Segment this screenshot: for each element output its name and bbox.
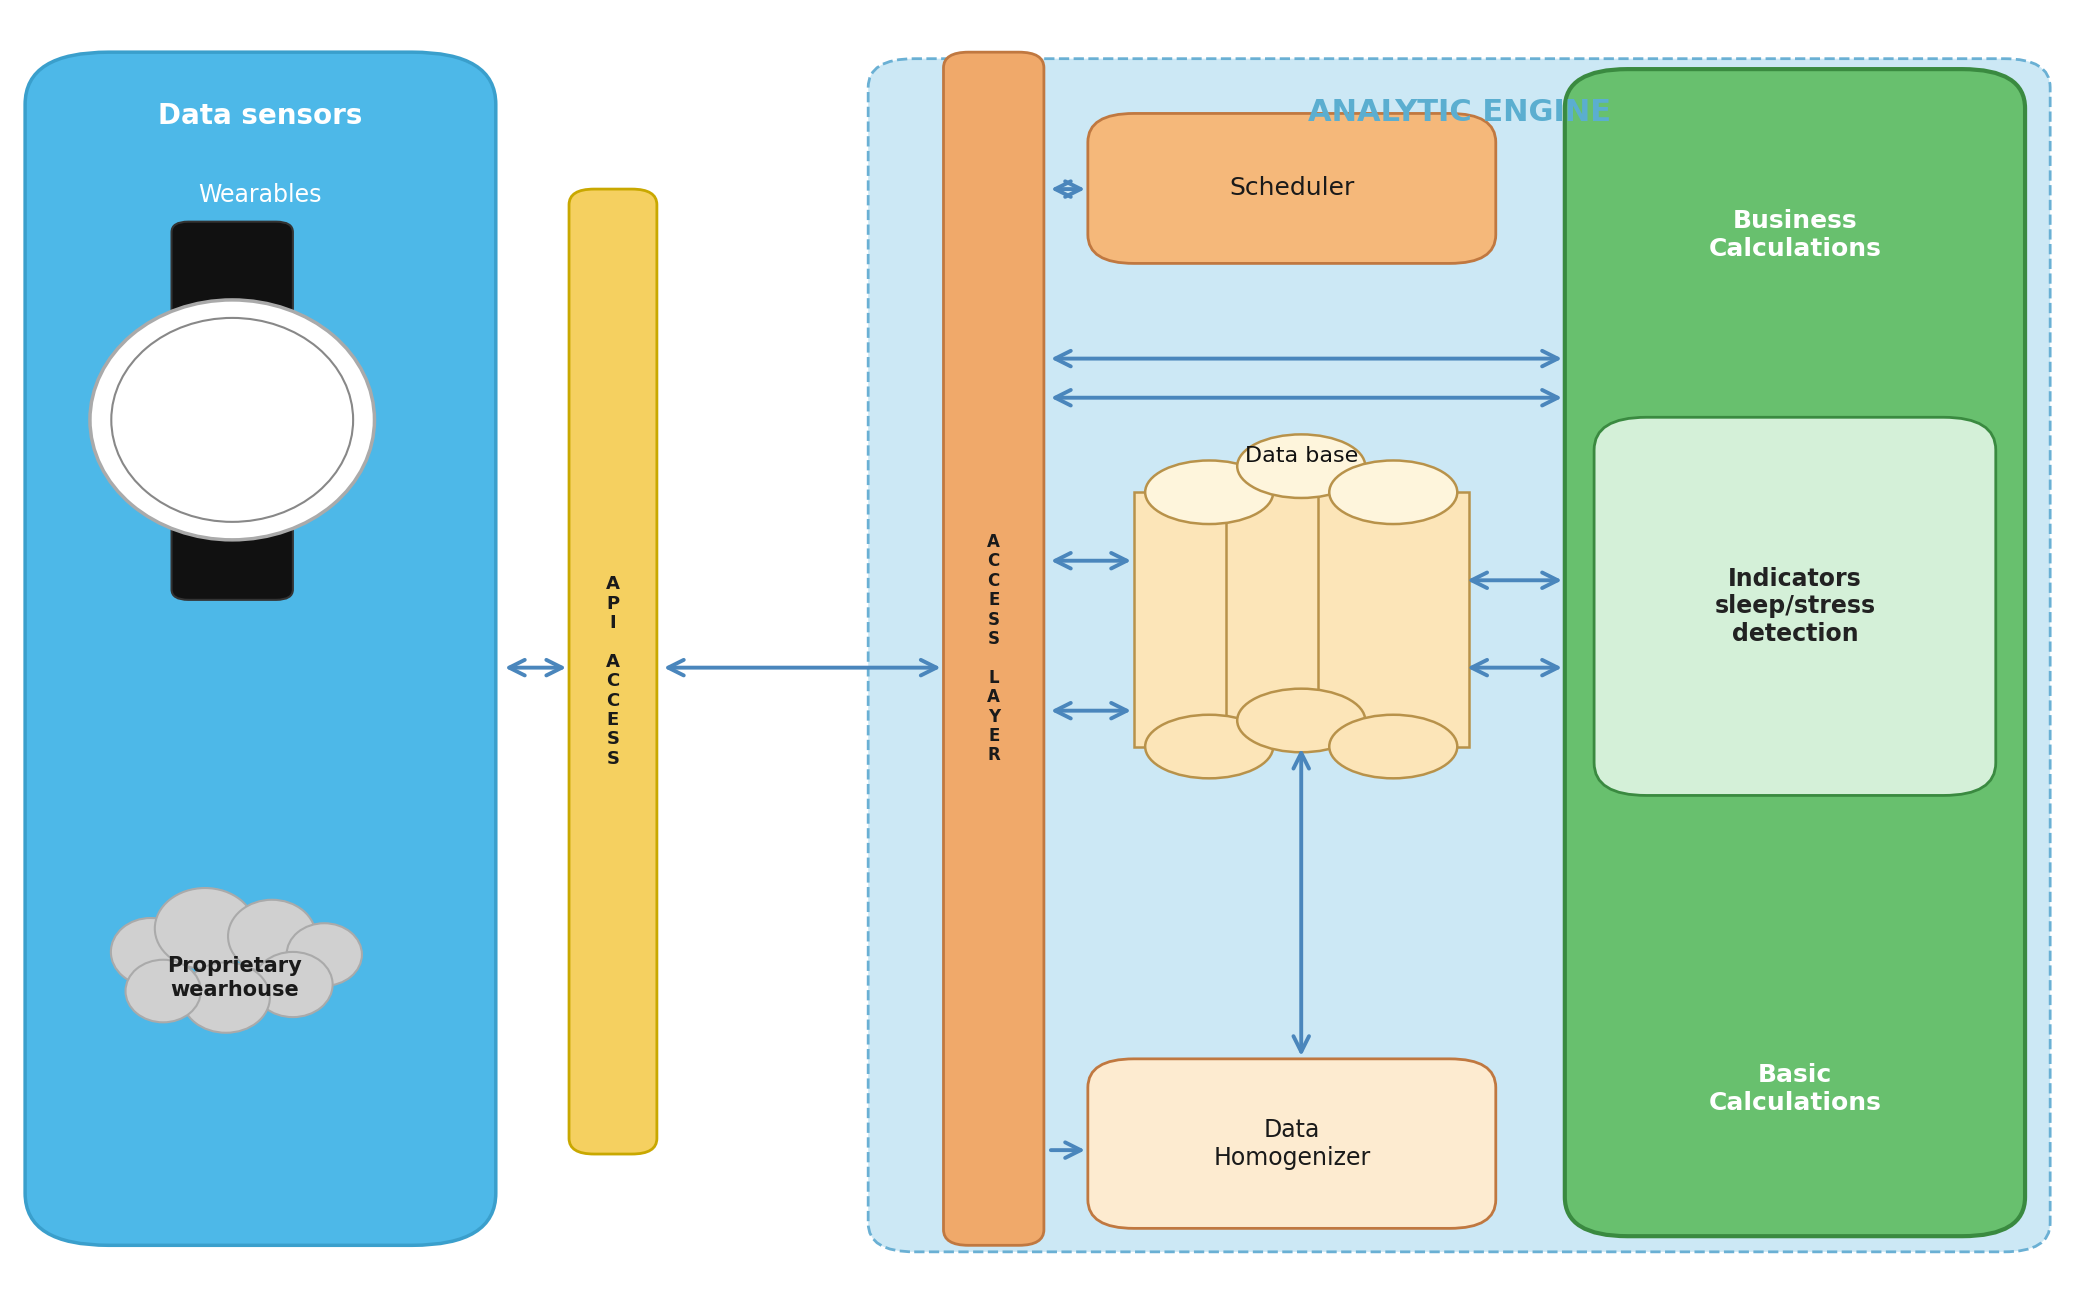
Ellipse shape <box>182 962 270 1033</box>
FancyBboxPatch shape <box>25 52 496 1245</box>
Ellipse shape <box>1328 460 1458 524</box>
Text: Basic
Calculations: Basic Calculations <box>1709 1063 1881 1115</box>
Text: Data base: Data base <box>1245 446 1358 466</box>
Text: Wearables: Wearables <box>199 183 322 206</box>
Ellipse shape <box>1236 689 1366 752</box>
FancyBboxPatch shape <box>1594 417 1996 795</box>
Ellipse shape <box>111 918 190 986</box>
Text: A
C
C
E
S
S
 
L
A
Y
E
R: A C C E S S L A Y E R <box>987 533 1000 764</box>
Ellipse shape <box>1328 715 1458 778</box>
Ellipse shape <box>1144 460 1274 524</box>
Ellipse shape <box>126 960 201 1022</box>
FancyBboxPatch shape <box>1134 492 1284 746</box>
Ellipse shape <box>228 900 316 973</box>
Text: Business
Calculations: Business Calculations <box>1709 209 1881 261</box>
Ellipse shape <box>111 318 354 522</box>
FancyBboxPatch shape <box>1088 113 1496 263</box>
FancyBboxPatch shape <box>868 59 2050 1252</box>
Ellipse shape <box>155 888 255 969</box>
FancyBboxPatch shape <box>1088 1059 1496 1228</box>
FancyBboxPatch shape <box>1318 492 1469 746</box>
FancyBboxPatch shape <box>1226 466 1377 720</box>
Ellipse shape <box>90 300 374 540</box>
Text: ANALYTIC ENGINE: ANALYTIC ENGINE <box>1308 98 1611 126</box>
FancyBboxPatch shape <box>1565 69 2025 1236</box>
Text: Data sensors: Data sensors <box>159 102 362 129</box>
Text: Data
Homogenizer: Data Homogenizer <box>1213 1118 1370 1170</box>
Text: Scheduler: Scheduler <box>1230 176 1354 201</box>
Text: A
P
I
 
A
C
C
E
S
S: A P I A C C E S S <box>607 575 619 768</box>
FancyBboxPatch shape <box>172 222 293 600</box>
Ellipse shape <box>253 952 333 1017</box>
Text: Indicators
sleep/stress
detection: Indicators sleep/stress detection <box>1713 566 1877 647</box>
FancyBboxPatch shape <box>569 189 657 1154</box>
Ellipse shape <box>287 923 362 986</box>
Ellipse shape <box>1144 715 1274 778</box>
Ellipse shape <box>1236 434 1366 498</box>
Text: Proprietary
wearhouse: Proprietary wearhouse <box>167 956 301 1000</box>
FancyBboxPatch shape <box>943 52 1044 1245</box>
